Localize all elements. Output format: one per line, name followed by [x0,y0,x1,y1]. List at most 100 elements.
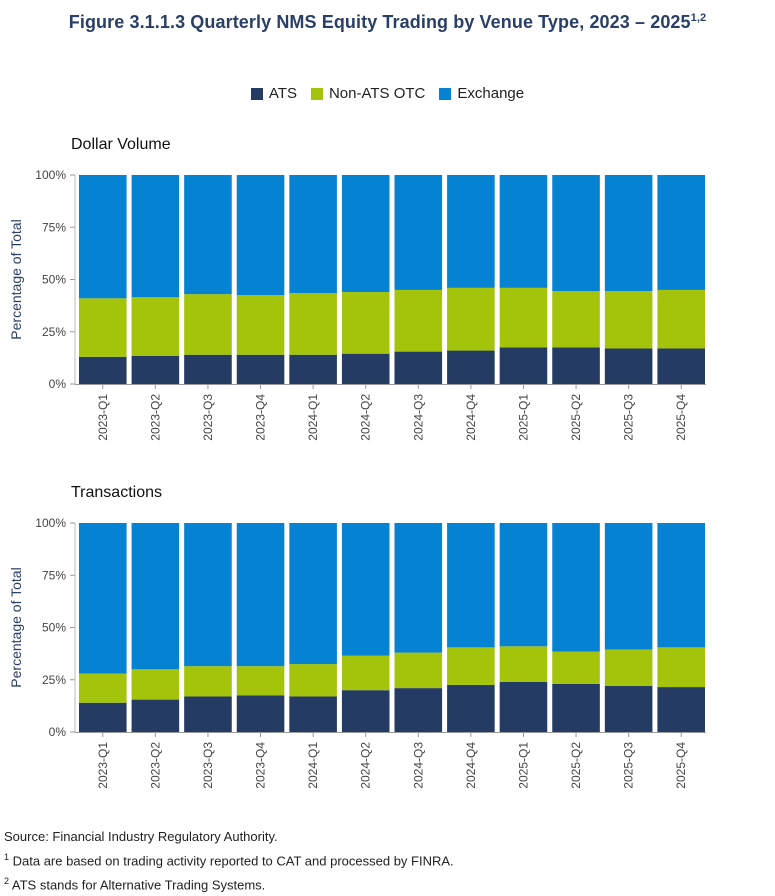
transactions-bar-exchange-2023-q3[interactable] [184,523,232,667]
transactions-bar-non-ats-otc-2023-q3[interactable] [184,666,232,697]
dollar-volume-bar-non-ats-otc-2025-q2[interactable] [552,290,600,348]
dollar-volume-bar-ats-2025-q3[interactable] [604,348,653,384]
transactions-bar-exchange-2025-q3[interactable] [604,523,653,650]
transactions-y-tick-label: 0% [49,725,67,739]
transactions-bar-ats-2025-q3[interactable] [604,686,653,732]
dollar-volume-bar-ats-2023-q3[interactable] [184,354,232,384]
dollar-volume-x-tick-label-2023-q4: 2023-Q4 [254,394,268,441]
transactions-bar-exchange-2024-q2[interactable] [341,523,390,656]
transactions-x-tick-label-2023-q3: 2023-Q3 [201,742,215,789]
transactions-bar-non-ats-otc-2025-q2[interactable] [552,651,600,684]
transactions-bar-exchange-2024-q1[interactable] [289,523,337,665]
legend-label-ats: ATS [268,85,297,102]
transactions-bar-ats-2024-q1[interactable] [289,696,337,732]
transactions-bar-non-ats-otc-2023-q1[interactable] [79,673,127,703]
footnote-1-text: Data are based on trading activity repor… [9,853,454,869]
transactions-bar-non-ats-otc-2024-q2[interactable] [341,655,390,691]
transactions-bar-exchange-2025-q1[interactable] [499,523,548,647]
dollar-volume-bar-non-ats-otc-2025-q1[interactable] [499,287,548,348]
transactions-bar-exchange-2023-q2[interactable] [131,523,180,670]
footnote-2: 2 ATS stands for Alternative Trading Sys… [4,871,454,895]
dollar-volume-bar-non-ats-otc-2023-q4[interactable] [236,295,285,355]
transactions-x-tick-label-2023-q4: 2023-Q4 [254,742,268,789]
dollar-volume-bar-ats-2023-q2[interactable] [131,355,180,384]
footnote-2-marker: 2 [4,876,10,887]
dollar-volume-bar-exchange-2023-q2[interactable] [131,175,180,298]
dollar-volume-bar-ats-2025-q4[interactable] [657,348,705,384]
dollar-volume-bar-ats-2025-q1[interactable] [499,347,548,384]
dollar-volume-bar-ats-2025-q2[interactable] [552,347,600,384]
transactions-bar-exchange-2024-q4[interactable] [447,523,495,648]
transactions-bar-ats-2024-q2[interactable] [341,690,390,732]
footnote-1-marker: 1 [4,852,10,862]
dollar-volume-bar-ats-2024-q4[interactable] [447,350,495,384]
legend-label-non-ats-otc: Non-ATS OTC [328,85,426,102]
dollar-volume-bar-exchange-2025-q4[interactable] [657,175,705,290]
transactions-bar-ats-2023-q1[interactable] [79,702,127,732]
dollar-volume-bar-exchange-2024-q3[interactable] [394,175,443,290]
transactions-bar-non-ats-otc-2023-q2[interactable] [131,669,180,700]
dollar-volume-bar-exchange-2024-q1[interactable] [289,175,337,294]
dollar-volume-panel-title: Dollar Volume [71,136,171,153]
transactions-bar-exchange-2025-q2[interactable] [552,523,600,652]
transactions-bar-non-ats-otc-2024-q1[interactable] [289,664,337,697]
transactions-bar-ats-2023-q4[interactable] [236,695,285,732]
legend-item-exchange[interactable]: Exchange [439,85,524,102]
dollar-volume-bar-non-ats-otc-2023-q3[interactable] [184,294,232,355]
dollar-volume-x-tick-label-2024-q1: 2024-Q1 [306,394,320,441]
legend-item-non-ats-otc[interactable]: Non-ATS OTC [310,85,426,102]
dollar-volume-bar-non-ats-otc-2025-q4[interactable] [657,289,705,349]
dollar-volume-bar-non-ats-otc-2023-q1[interactable] [79,298,127,357]
figure-title-text: Figure 3.1.1.3 Quarterly NMS Equity Trad… [68,12,691,32]
transactions-x-tick-label-2023-q1: 2023-Q1 [96,742,110,789]
transactions-x-tick-label-2024-q1: 2024-Q1 [306,742,320,789]
dollar-volume-bar-exchange-2024-q4[interactable] [447,175,495,288]
dollar-volume-bar-exchange-2024-q2[interactable] [341,175,390,293]
transactions-bar-ats-2024-q4[interactable] [447,684,495,732]
dollar-volume-bar-non-ats-otc-2024-q2[interactable] [341,292,390,354]
transactions-bar-ats-2024-q3[interactable] [394,688,443,732]
dollar-volume-bar-non-ats-otc-2024-q4[interactable] [447,287,495,351]
transactions-bar-non-ats-otc-2024-q3[interactable] [394,652,443,689]
dollar-volume-bar-non-ats-otc-2023-q2[interactable] [131,297,180,356]
dollar-volume-bar-non-ats-otc-2024-q3[interactable] [394,289,443,352]
dollar-volume-bar-non-ats-otc-2025-q3[interactable] [604,290,653,349]
transactions-bar-non-ats-otc-2025-q3[interactable] [604,649,653,687]
transactions-bar-ats-2025-q4[interactable] [657,687,705,732]
dollar-volume-bar-ats-2023-q1[interactable] [79,356,127,384]
dollar-volume-bar-exchange-2025-q3[interactable] [604,175,653,291]
transactions-bar-ats-2025-q2[interactable] [552,683,600,732]
dollar-volume-x-tick-label-2025-q4: 2025-Q4 [674,394,688,441]
transactions-x-tick-label-2024-q2: 2024-Q2 [359,742,373,789]
transactions-bar-non-ats-otc-2023-q4[interactable] [236,666,285,696]
transactions-bar-ats-2023-q3[interactable] [184,696,232,732]
transactions-x-tick-label-2025-q4: 2025-Q4 [674,742,688,789]
dollar-volume-x-tick-label-2023-q3: 2023-Q3 [201,394,215,441]
dollar-volume-bar-exchange-2025-q1[interactable] [499,175,548,288]
footnotes: Source: Financial Industry Regulatory Au… [4,826,454,896]
dollar-volume-bar-exchange-2023-q1[interactable] [79,175,127,299]
transactions-bar-ats-2023-q2[interactable] [131,699,180,732]
transactions-y-tick-label: 25% [42,673,66,687]
dollar-volume-bar-ats-2024-q3[interactable] [394,351,443,384]
dollar-volume-bar-ats-2023-q4[interactable] [236,354,285,384]
transactions-bar-non-ats-otc-2025-q4[interactable] [657,647,705,688]
dollar-volume-bar-exchange-2023-q3[interactable] [184,175,232,295]
transactions-bar-exchange-2023-q4[interactable] [236,523,285,667]
transactions-bar-non-ats-otc-2024-q4[interactable] [447,647,495,685]
transactions-bar-exchange-2023-q1[interactable] [79,523,127,674]
transactions-bar-exchange-2025-q4[interactable] [657,523,705,648]
transactions-bar-exchange-2024-q3[interactable] [394,523,443,653]
legend-swatch-ats [250,87,263,100]
dollar-volume-bar-ats-2024-q2[interactable] [341,353,390,384]
dollar-volume-bar-exchange-2023-q4[interactable] [236,175,285,296]
dollar-volume-bar-ats-2024-q1[interactable] [289,354,337,384]
dollar-volume-bar-exchange-2025-q2[interactable] [552,175,600,291]
legend-item-ats[interactable]: ATS [250,85,297,102]
transactions-y-axis-label: Percentage of Total [8,567,24,687]
transactions-bar-non-ats-otc-2025-q1[interactable] [499,646,548,682]
transactions-bar-ats-2025-q1[interactable] [499,681,548,732]
dollar-volume-y-tick-label: 75% [42,220,66,234]
dollar-volume-bar-non-ats-otc-2024-q1[interactable] [289,293,337,355]
figure-title: Figure 3.1.1.3 Quarterly NMS Equity Trad… [0,12,775,33]
